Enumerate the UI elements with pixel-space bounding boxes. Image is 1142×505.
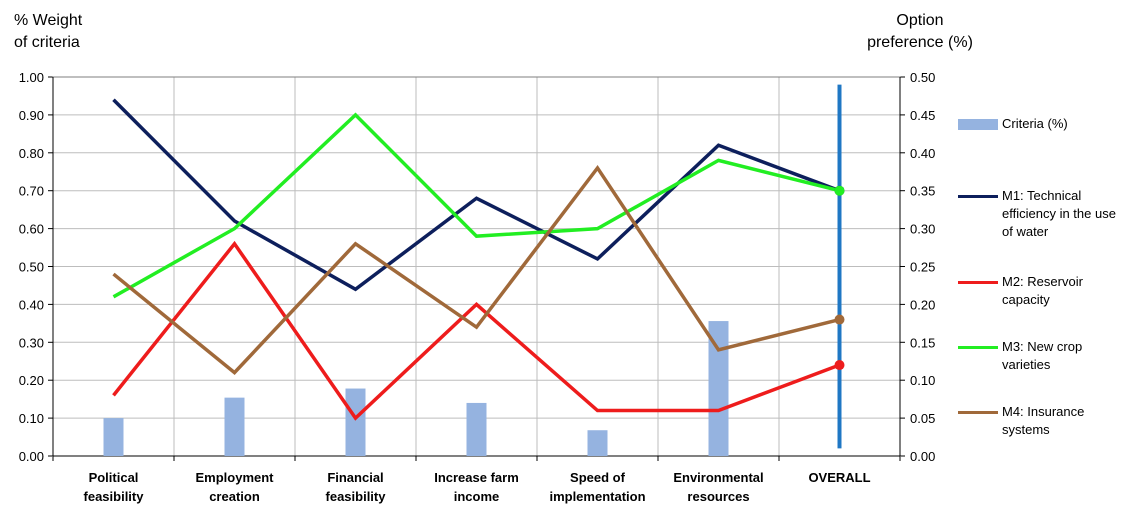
overall-point-m3 [834,185,845,196]
y-tick-label-left: 0.70 [19,184,44,199]
overall-point-m2 [834,360,845,371]
y-tick-label-left: 0.20 [19,373,44,388]
legend-swatch [958,195,998,198]
legend-swatch [958,281,998,284]
y-tick-label-left: 0.10 [19,411,44,426]
series-line-m1 [112,98,841,292]
legend-swatch [958,346,998,349]
series-line-m2 [112,240,841,421]
y-tick-label-left: 0.80 [19,146,44,161]
y-tick-label-right: 0.20 [910,297,935,312]
x-tick-label: Employment creation [195,470,274,504]
y-tick-label-right: 0.00 [910,449,935,464]
y-tick-label-right: 0.40 [910,146,935,161]
series-line-m4 [112,164,840,376]
legend-label: M3: New crop varieties [1002,339,1083,372]
y-tick-label-right: 0.35 [910,184,935,199]
y-tick-label-left: 1.00 [19,70,44,85]
x-tick-label: Financial feasibility [326,470,387,504]
y-tick-label-left: 0.00 [19,449,44,464]
bar-criteria [708,321,729,456]
series-line-m3 [112,112,840,299]
y-tick-label-left: 0.40 [19,297,44,312]
x-tick-label: Political feasibility [84,470,145,504]
bar-criteria [587,430,608,456]
legend-label: M1: Technical efficiency in the use of w… [1002,188,1116,239]
legend-swatch [958,119,998,130]
legend-label: Criteria (%) [1002,116,1068,131]
legend-label: M2: Reservoir capacity [1002,274,1083,307]
x-tick-label: OVERALL [808,470,870,485]
left-axis-title: % Weight of criteria [14,12,83,51]
y-tick-label-left: 0.60 [19,222,44,237]
bar-criteria [224,397,245,456]
y-tick-label-left: 0.30 [19,335,44,350]
y-tick-label-right: 0.10 [910,373,935,388]
y-tick-label-right: 0.30 [910,222,935,237]
y-tick-label-right: 0.15 [910,335,935,350]
x-tick-label: Environmental resources [673,470,763,504]
y-tick-label-left: 0.50 [19,260,44,275]
legend-swatch [958,411,998,414]
bar-criteria [103,418,124,456]
right-axis-title: Option preference (%) [867,12,973,51]
overall-point-m4 [834,314,845,325]
bar-criteria [466,402,487,456]
y-tick-label-right: 0.50 [910,70,935,85]
y-tick-label-right: 0.25 [910,260,935,275]
y-tick-label-right: 0.05 [910,411,935,426]
bar-criteria [345,388,366,456]
x-tick-label: Increase farm income [434,470,519,504]
x-tick-label: Speed of implementation [549,470,645,504]
y-tick-label-left: 0.90 [19,108,44,123]
legend-label: M4: Insurance systems [1002,404,1085,437]
y-tick-label-right: 0.45 [910,108,935,123]
